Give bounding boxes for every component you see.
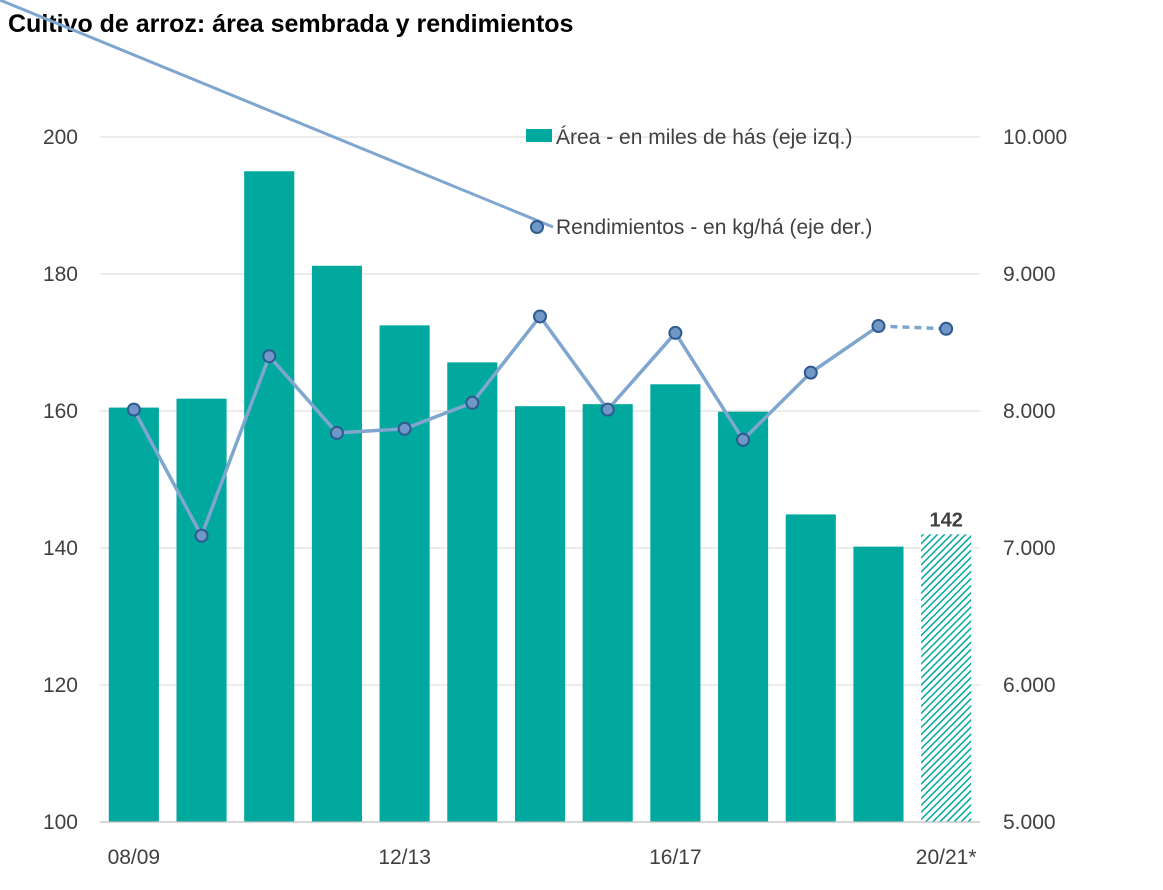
line-point (939, 321, 954, 336)
line-point (533, 309, 547, 324)
bar (921, 534, 972, 822)
bar (108, 407, 159, 822)
legend-rendimientos-label: Rendimientos - en kg/há (eje der.) (556, 216, 872, 239)
x-tick-label: 16/17 (649, 846, 702, 869)
x-tick-label: 12/13 (378, 846, 431, 869)
bar (379, 325, 430, 822)
legend: Área - en miles de hás (eje izq.) Rendim… (0, 0, 872, 239)
legend-area-label: Área - en miles de hás (eje izq.) (556, 126, 852, 149)
line-point (736, 432, 751, 447)
y-left-tick-label: 120 (43, 674, 78, 697)
line-solid (132, 313, 880, 540)
line-series (126, 309, 954, 543)
bar-series (108, 171, 972, 822)
line-point (126, 402, 141, 417)
line-point (397, 421, 412, 436)
bar (718, 411, 769, 822)
line-point (871, 319, 886, 334)
y-right-tick-label: 9.000 (1003, 263, 1056, 286)
y-right-tick-label: 10.000 (1003, 126, 1067, 149)
bar (582, 404, 633, 822)
y-left-tick-label: 180 (43, 263, 78, 286)
x-tick-label: 20/21* (916, 846, 977, 869)
bar-data-label: 142 (929, 509, 962, 531)
bar (244, 171, 295, 822)
y-left-tick-label: 160 (43, 400, 78, 423)
bar (853, 546, 904, 822)
bar (176, 398, 227, 822)
y-left-tick-label: 200 (43, 126, 78, 149)
data-labels: 142 (929, 509, 962, 531)
y-right-tick-label: 6.000 (1003, 674, 1056, 697)
line-point (668, 325, 683, 340)
y-right-tick-label: 5.000 (1003, 811, 1056, 834)
bar (447, 362, 498, 822)
line-dashed (878, 324, 947, 331)
line-point (262, 349, 277, 364)
line-point (803, 365, 818, 380)
line-point (329, 425, 344, 440)
y-left-tick-label: 100 (43, 811, 78, 834)
axes: 100 120 140 160 180 200 5.000 6.000 7.000 8.000 9.… (43, 126, 1067, 869)
y-left-tick-label: 140 (43, 537, 78, 560)
line-point (600, 402, 615, 417)
legend-area-swatch (526, 129, 552, 142)
line-point (194, 528, 209, 543)
bar (650, 384, 701, 822)
chart-title: Cultivo de arroz: área sembrada y rendim… (8, 10, 574, 38)
line-point (465, 395, 480, 410)
legend-line-marker (530, 220, 544, 234)
legend-line-swatch (0, 0, 554, 229)
y-right-tick-label: 7.000 (1003, 537, 1056, 560)
x-tick-label: 08/09 (108, 846, 161, 869)
bar (311, 265, 362, 822)
y-right-tick-label: 8.000 (1003, 400, 1056, 423)
bar (785, 514, 836, 822)
bar (514, 406, 566, 822)
